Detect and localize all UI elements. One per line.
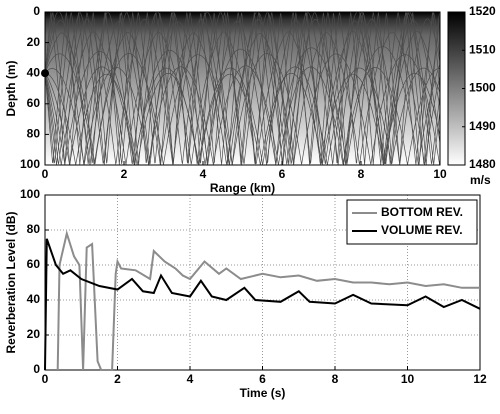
x-axis-label: Time (s): [240, 386, 286, 400]
x-axis-label: Range (km): [210, 181, 275, 195]
colorbar-tick-label: 1500: [469, 81, 496, 95]
ray: [44, 11, 441, 165]
ray: [44, 11, 441, 165]
y-tick-label: 100: [20, 187, 40, 201]
series-line: [56, 229, 480, 371]
y-tick-label: 20: [27, 327, 41, 341]
y-tick-label: 80: [27, 127, 41, 141]
y-tick-label: 0: [33, 4, 40, 18]
y-tick-label: 40: [27, 65, 41, 79]
x-tick-label: 6: [279, 167, 286, 181]
ray: [44, 53, 441, 166]
ray: [44, 46, 441, 166]
x-tick-label: 2: [114, 372, 121, 386]
y-tick-label: 40: [27, 292, 41, 306]
y-tick-label: 60: [27, 257, 41, 271]
x-tick-label: 4: [187, 372, 194, 386]
legend: [346, 199, 478, 245]
y-tick-label: 0: [33, 362, 40, 376]
ray: [44, 20, 441, 165]
ray: [44, 12, 441, 165]
x-tick-label: 0: [42, 167, 49, 181]
x-tick-label: 6: [259, 372, 266, 386]
y-axis-label: Reverberation Level (dB): [4, 211, 18, 353]
y-axis-label: Depth (m): [4, 61, 18, 117]
y-tick-label: 20: [27, 35, 41, 49]
plot-frame: [44, 194, 481, 371]
ray: [44, 30, 441, 165]
colorbar-label: m/s: [470, 173, 491, 187]
y-tick-label: 80: [27, 222, 41, 236]
x-tick-label: 10: [401, 372, 415, 386]
ray: [44, 18, 441, 165]
ray: [44, 11, 441, 165]
colorbar-tick-label: 1490: [469, 119, 496, 133]
x-tick-label: 4: [200, 167, 207, 181]
series-line: [44, 238, 481, 371]
legend-label: VOLUME REV.: [381, 223, 463, 237]
x-tick-label: 8: [332, 372, 339, 386]
y-tick-label: 100: [20, 157, 40, 171]
x-tick-label: 10: [433, 167, 447, 181]
plot-frame: [44, 11, 441, 166]
legend-label: BOTTOM REV.: [381, 205, 463, 219]
colorbar-tick-label: 1520: [469, 4, 496, 18]
x-tick-label: 8: [358, 167, 365, 181]
x-tick-label: 0: [42, 372, 49, 386]
x-tick-label: 2: [121, 167, 128, 181]
colorbar-tick-label: 1510: [469, 42, 496, 56]
ray: [44, 65, 441, 166]
ray: [44, 66, 441, 165]
y-tick-label: 60: [27, 96, 41, 110]
colorbar-tick-label: 1480: [469, 157, 496, 171]
x-tick-label: 12: [473, 372, 487, 386]
ray: [45, 72, 441, 166]
